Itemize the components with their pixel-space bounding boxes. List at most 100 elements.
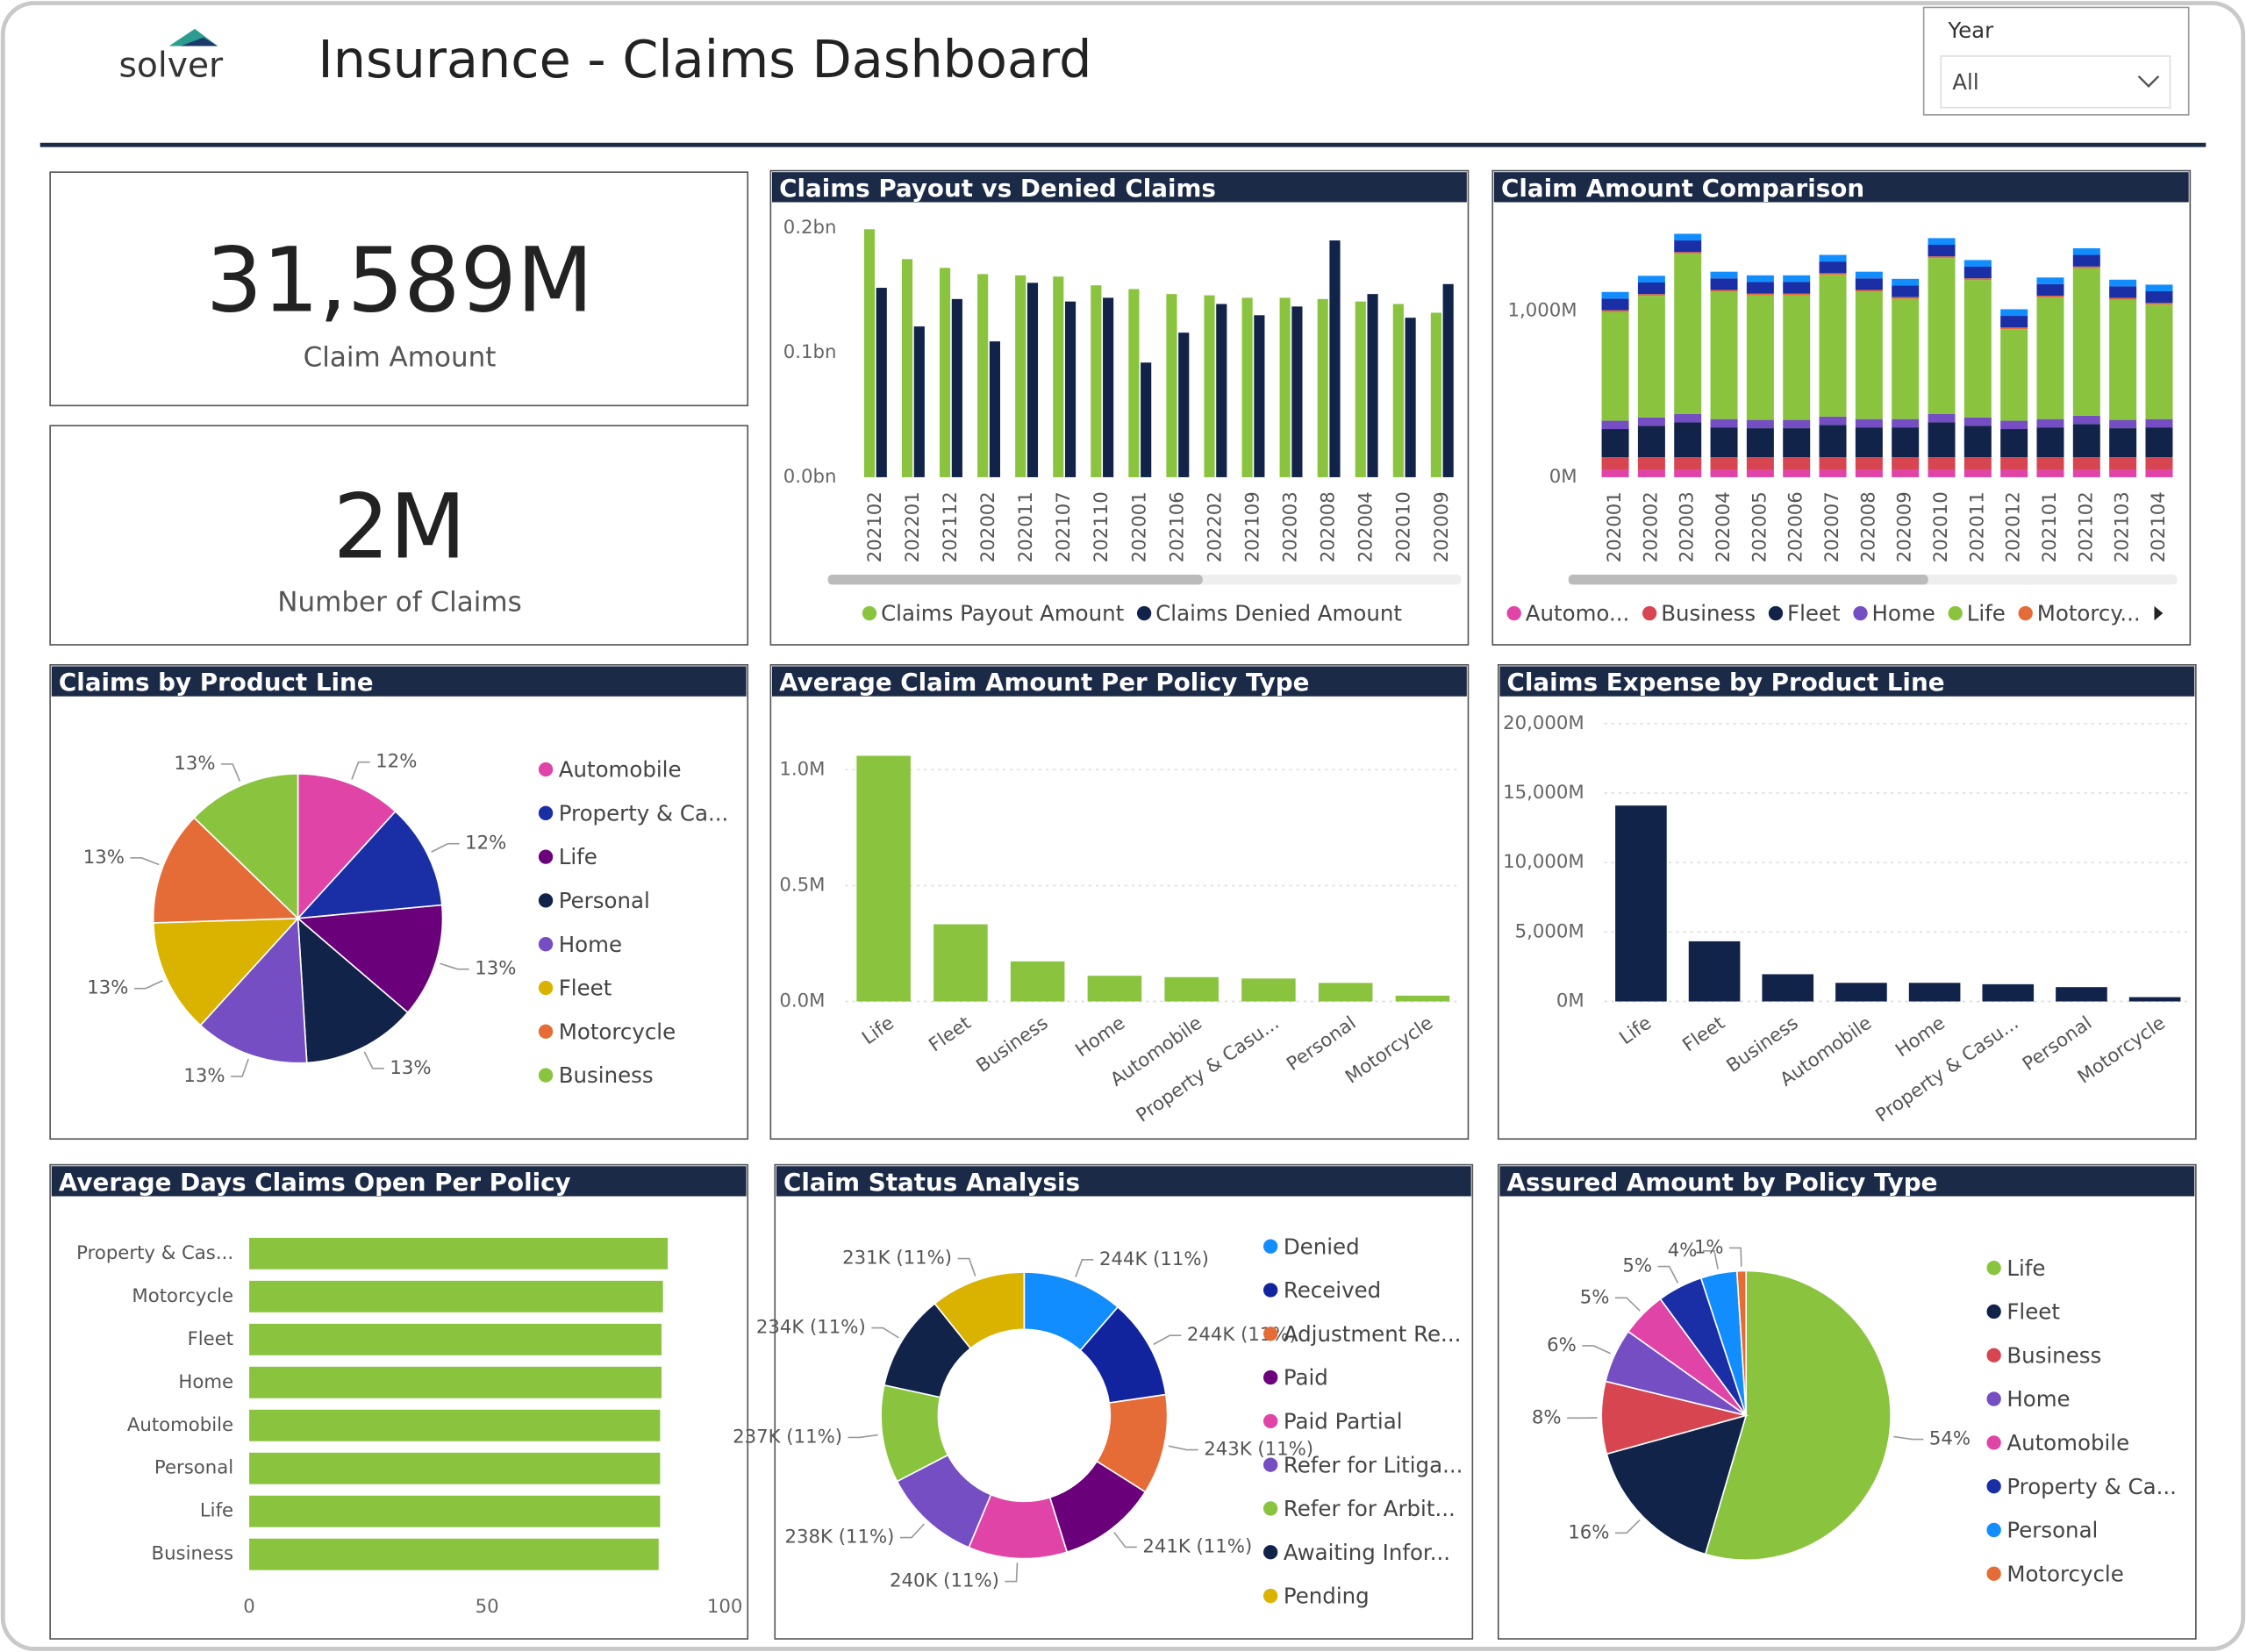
panel-header xyxy=(51,1166,747,1197)
panel-header xyxy=(772,666,1467,697)
legend-swatch xyxy=(1986,1566,2001,1581)
x-tick-label: 202103 xyxy=(2112,491,2134,562)
bar xyxy=(249,1495,661,1527)
bar-segment xyxy=(1710,469,1738,477)
legend-label: Home xyxy=(559,932,622,957)
leader-line xyxy=(221,763,241,782)
bar-segment xyxy=(1746,469,1774,477)
legend-label: Property & Ca... xyxy=(559,800,729,826)
legend-label: Paid xyxy=(1284,1365,1328,1391)
bar-segment xyxy=(1783,293,1811,296)
bar-segment xyxy=(2109,419,2137,429)
bar-segment xyxy=(2145,304,2173,419)
page-title: Insurance - Claims Dashboard xyxy=(318,29,1091,89)
bar-segment xyxy=(1819,275,1847,417)
x-tick-label: 202007 xyxy=(1821,491,1843,562)
bar xyxy=(1064,301,1077,477)
bar-segment xyxy=(1746,275,1774,282)
x-tick-label: 202006 xyxy=(1785,491,1807,562)
bar-segment xyxy=(2036,297,2064,419)
legend-label: Business xyxy=(2006,1342,2101,1368)
bar xyxy=(901,259,913,477)
legend-label: Paid Partial xyxy=(1284,1408,1403,1434)
bar xyxy=(951,298,962,477)
legend-swatch xyxy=(1263,1283,1278,1298)
bar xyxy=(1166,294,1177,477)
legend-label: Life xyxy=(1967,601,2006,626)
y-tick-label: 0.1bn xyxy=(783,341,837,363)
bar-segment xyxy=(1601,298,1629,311)
bar-segment xyxy=(1710,418,1738,428)
scrollbar-thumb xyxy=(827,574,1203,585)
bar-segment xyxy=(1746,295,1774,420)
bar-segment xyxy=(1963,457,1992,470)
panel-title: Claims by Product Line xyxy=(59,668,374,697)
bar-segment xyxy=(2145,303,2173,305)
legend-swatch xyxy=(538,1068,554,1083)
bar xyxy=(1392,304,1404,477)
bar-segment xyxy=(1637,294,1665,297)
chevron[interactable] xyxy=(2137,75,2160,88)
x-tick-label: 202008 xyxy=(1318,491,1340,562)
bar-segment xyxy=(2109,428,2137,458)
legend-swatch xyxy=(538,762,554,777)
bar xyxy=(249,1237,669,1269)
x-tick-label: 202012 xyxy=(2003,491,2025,562)
bar-segment xyxy=(2109,299,2137,420)
bar xyxy=(2056,987,2107,1002)
filter-value[interactable]: All xyxy=(1952,69,1978,95)
filter-dropdown[interactable] xyxy=(1940,55,2171,109)
bar-segment xyxy=(2109,469,2137,477)
legend-label: Refer for Litiga... xyxy=(1284,1452,1463,1477)
bar-segment xyxy=(2000,429,2028,458)
leader-line xyxy=(899,1523,925,1539)
x-tick-label: 202002 xyxy=(977,491,999,562)
bar-segment xyxy=(1746,293,1774,296)
bar-segment xyxy=(2000,316,2028,328)
bar-segment xyxy=(1819,273,1847,275)
legend-swatch xyxy=(1263,1545,1278,1560)
bar xyxy=(1241,297,1253,477)
bar-segment xyxy=(1637,417,1665,426)
legend-swatch xyxy=(1986,1478,2001,1494)
bar-segment xyxy=(2072,415,2100,425)
x-tick-label: 202109 xyxy=(1241,491,1263,562)
bar-segment xyxy=(1892,285,1920,297)
x-tick-label: 202005 xyxy=(1749,491,1770,562)
bar-segment xyxy=(1819,416,1847,426)
bar xyxy=(1355,301,1366,477)
x-tick-label: 202011 xyxy=(1015,491,1037,562)
x-tick-label: 202001 xyxy=(1604,491,1626,562)
legend-label: Home xyxy=(2006,1386,2070,1412)
legend-swatch xyxy=(1986,1435,2001,1450)
x-tick-label: 202112 xyxy=(940,491,962,562)
x-tick-label: 202102 xyxy=(864,491,886,562)
bar-segment xyxy=(2036,427,2064,458)
y-tick-label: 1,000M xyxy=(1507,300,1577,322)
bar-segment xyxy=(2109,457,2137,470)
legend-label: Adjustment Re... xyxy=(1284,1321,1462,1347)
bar-segment xyxy=(2145,418,2173,428)
bar-segment xyxy=(1746,419,1774,429)
bar-segment xyxy=(2000,329,2028,421)
data-label: 241K (11%) xyxy=(1142,1535,1252,1557)
leader-line xyxy=(231,1058,249,1077)
bar-segment xyxy=(1746,457,1774,470)
panel-title: Claim Status Analysis xyxy=(783,1168,1080,1197)
bar xyxy=(1762,974,1814,1002)
bar-segment xyxy=(1710,290,1738,292)
bar-segment xyxy=(1601,429,1629,458)
leader-line xyxy=(1893,1435,1924,1441)
leader-line xyxy=(1657,1265,1679,1284)
leader-line xyxy=(1168,1445,1198,1451)
bar xyxy=(876,288,887,477)
bar-segment xyxy=(1637,426,1665,458)
bar-segment xyxy=(1783,428,1811,458)
bar-segment xyxy=(1855,427,1883,458)
legend-swatch xyxy=(1986,1261,2001,1276)
bar-segment xyxy=(2072,469,2100,477)
bar-segment xyxy=(1783,419,1811,429)
legend-swatch xyxy=(1986,1304,2001,1319)
y-tick-label: Automobile xyxy=(127,1414,233,1436)
